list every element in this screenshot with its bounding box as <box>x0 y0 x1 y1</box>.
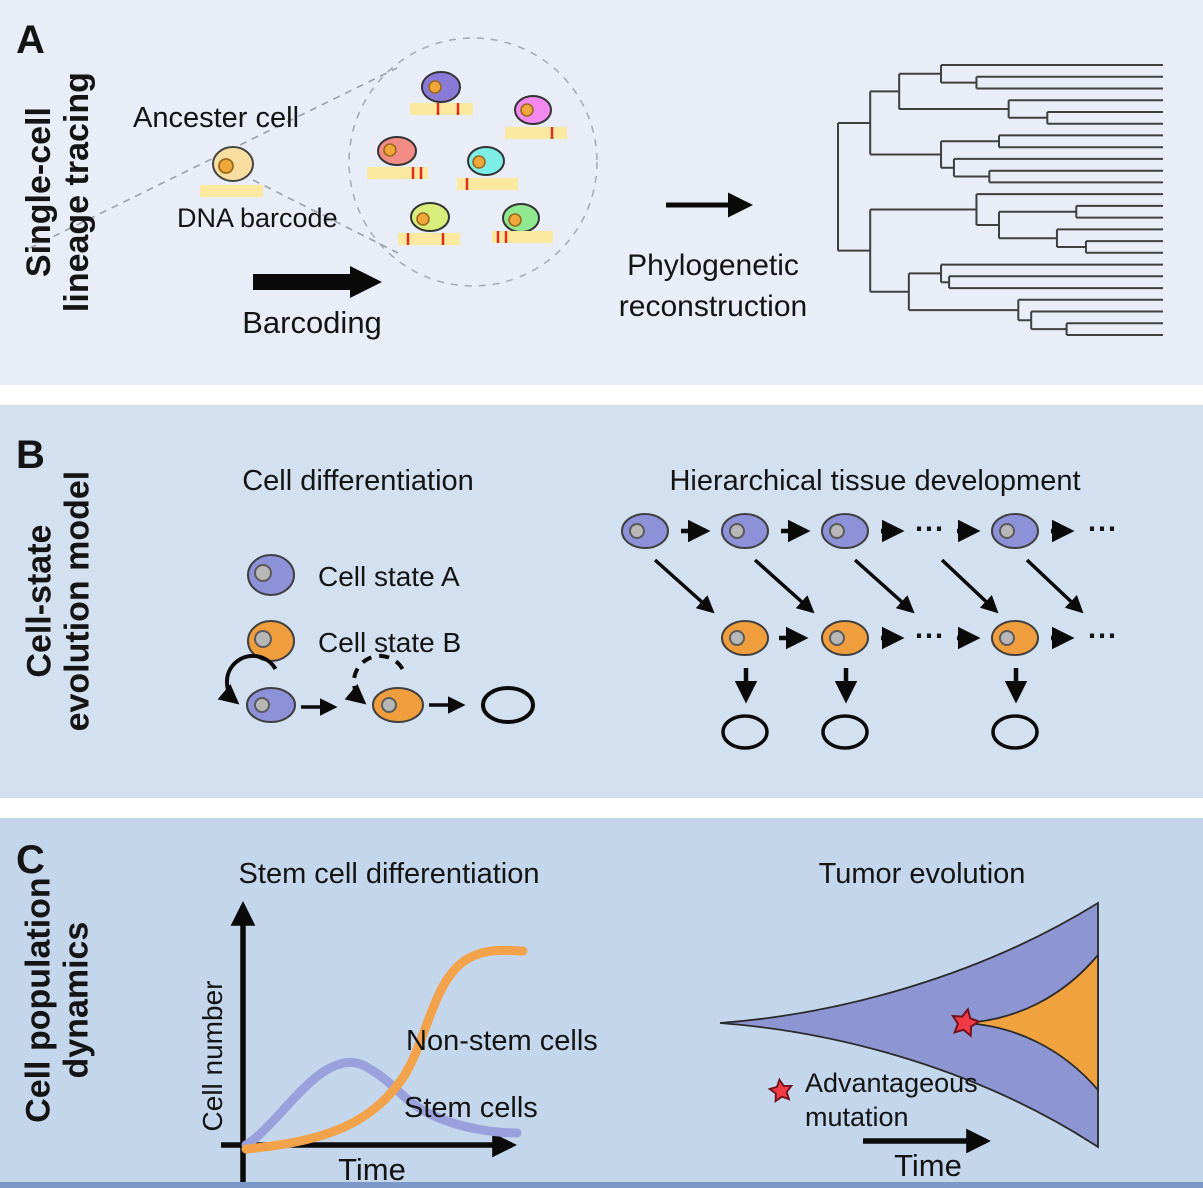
barcoded-cell-magenta <box>505 95 567 139</box>
panel-single-cell-lineage-tracing: A Single-cell lineage tracing Ancester c… <box>0 0 1203 385</box>
panel-cell-state-evolution-model: B Cell-state evolution model Cell differ… <box>0 405 1203 798</box>
panel-a-letter: A <box>16 18 45 62</box>
mutation-ticks <box>436 103 460 115</box>
x-axis-label: Time <box>338 1152 406 1182</box>
hierarchy-diagram <box>621 513 1084 750</box>
barcoded-cell-green <box>492 203 553 243</box>
nonstem-cells-curve <box>241 945 528 1154</box>
legend-label-state-a: Cell state A <box>318 561 460 592</box>
state-a-cell <box>246 687 296 723</box>
panel-b-graphics <box>217 513 1084 750</box>
hierarchical-development-title: Hierarchical tissue development <box>669 465 1081 497</box>
self-renew-loop-dashed <box>344 653 405 705</box>
mutation-star <box>950 1007 982 1038</box>
stem-cells-label: Stem cells <box>404 1092 538 1124</box>
panel-b-letter: B <box>16 433 45 477</box>
mutation-ticks <box>496 231 508 243</box>
stem-differentiation-title: Stem cell differentiation <box>238 858 540 890</box>
growth-chart <box>221 901 528 1182</box>
mutation-ticks <box>411 167 423 179</box>
legend-cell-state-b <box>247 620 295 662</box>
ancestor-dna-barcode <box>200 185 263 197</box>
panel-c-side-label: Cell population dynamics <box>19 877 97 1123</box>
panel-a-side-label: Single-cell lineage tracing <box>19 72 96 313</box>
ancestor-cell <box>200 146 263 197</box>
barcoded-cells <box>367 71 567 245</box>
panel-c-graphics <box>221 901 1099 1182</box>
panel-cell-population-dynamics: C Cell population dynamics Stem cell dif… <box>0 818 1203 1182</box>
terminal-down-arrows <box>734 668 1028 704</box>
stem-cells-curve <box>241 1057 522 1150</box>
barcoded-cell-salmon <box>367 136 428 179</box>
barcoded-cell-cyan <box>457 146 518 190</box>
phylo-tree <box>837 64 1163 336</box>
panel-c-letter: C <box>16 838 45 882</box>
differentiation-diagram <box>217 653 535 724</box>
mutation-star-legend <box>767 1077 794 1103</box>
mutation-ticks <box>406 233 445 245</box>
committed-row <box>721 620 1039 656</box>
self-renew-loop-solid <box>217 653 278 705</box>
tumor-clone-orange <box>964 952 1099 1093</box>
barcoded-cell-purple <box>410 71 473 115</box>
ellipsis-progenitor-end: ⋯ <box>1087 512 1119 546</box>
panel-b-side-label: Cell-state evolution model <box>19 471 96 732</box>
ancestor-cell-label: Ancester cell <box>133 102 300 134</box>
phylo-reconstruction-label: Phylogenetic reconstruction <box>618 249 808 323</box>
state-b-cell <box>372 687 424 723</box>
y-axis-label: Cell number <box>197 980 228 1132</box>
nonstem-cells-label: Non-stem cells <box>406 1025 598 1057</box>
terminal-cell <box>481 686 535 724</box>
terminal-cells <box>721 714 1039 750</box>
ellipsis-committed-mid: ⋯ <box>914 619 946 653</box>
panel-a-graphics <box>29 37 1163 336</box>
cell-differentiation-title: Cell differentiation <box>242 465 474 497</box>
legend-label-state-b: Cell state B <box>318 627 462 658</box>
barcoding-arrow <box>253 266 382 298</box>
figure-bottom-border <box>0 1182 1203 1188</box>
tumor-time-label: Time <box>894 1148 962 1182</box>
differentiation-diagonal-arrows <box>653 558 1084 614</box>
magnifier-circle <box>348 37 598 287</box>
progenitor-row <box>621 513 1039 549</box>
tumor-fishplot <box>719 901 1099 1154</box>
tumor-evolution-title: Tumor evolution <box>818 858 1026 890</box>
magnifier-cone <box>29 67 399 254</box>
barcoding-label: Barcoding <box>242 305 382 340</box>
advantageous-mutation-label: Advantageous mutation <box>805 1068 978 1133</box>
dna-barcode-label: DNA barcode <box>177 203 338 233</box>
ancestor-nucleus <box>218 158 234 174</box>
ellipsis-committed-end: ⋯ <box>1087 619 1119 653</box>
barcoded-cell-yellowgreen <box>398 202 460 245</box>
ellipsis-progenitor-mid: ⋯ <box>914 512 946 546</box>
legend-cell-state-a <box>247 554 295 596</box>
